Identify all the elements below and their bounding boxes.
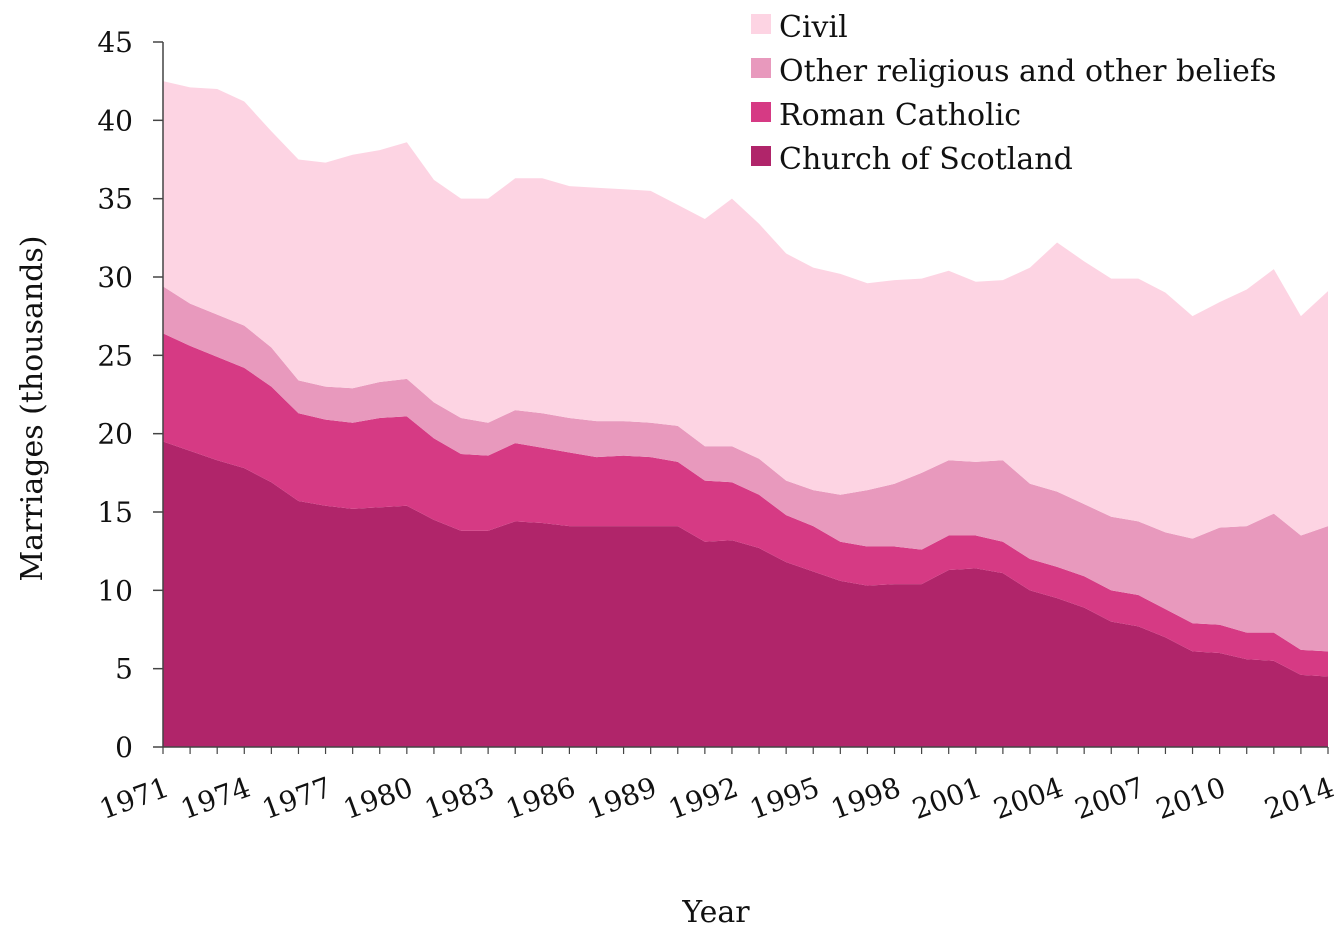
y-tick-label: 10: [97, 574, 133, 607]
x-tick-label: 1989: [583, 771, 661, 826]
y-ticks: 0 5 10 15 20 25 30 35 40 45: [97, 26, 163, 764]
legend-label-other-religious-and-other-beliefs: Other religious and other beliefs: [779, 54, 1276, 89]
x-tick-label: 1980: [339, 771, 417, 826]
y-tick-label: 5: [115, 653, 133, 686]
x-tick-label: 1998: [827, 771, 905, 826]
x-tick-label: 1992: [664, 771, 742, 826]
legend-swatch-other-religious-and-other-beliefs: [751, 58, 771, 78]
x-tick-label: 1971: [95, 771, 173, 826]
y-tick-label: 0: [115, 731, 133, 764]
x-tick-label: 1974: [176, 771, 254, 826]
y-tick-label: 15: [97, 496, 133, 529]
y-tick-label: 45: [97, 26, 133, 59]
x-tick-label: 2001: [908, 771, 986, 826]
x-ticks: 1971 1974 1977 1980 1983 1986 1989 1992 1995 1998…: [95, 747, 1336, 826]
axes: [162, 42, 1328, 748]
legend-label-roman-catholic: Roman Catholic: [779, 98, 1021, 133]
area-church-of-scotland: [163, 441, 1328, 747]
area-other-religious-and-other-beliefs: [163, 286, 1328, 652]
x-tick-label: 2004: [989, 771, 1067, 826]
legend-swatch-roman-catholic: [751, 102, 771, 122]
y-axis-title: Marriages (thousands): [15, 235, 50, 581]
x-tick-label: 1995: [745, 771, 823, 826]
area-roman-catholic: [163, 333, 1328, 677]
legend: Civil Other religious and other beliefs Ro…: [751, 10, 1276, 177]
y-tick-label: 35: [97, 183, 133, 216]
legend-swatch-church-of-scotland: [751, 146, 771, 166]
y-tick-label: 30: [97, 261, 133, 294]
y-tick-label: 40: [97, 104, 133, 137]
x-tick-label: 1983: [420, 771, 498, 826]
x-tick-label: 2007: [1070, 771, 1148, 826]
legend-label-church-of-scotland: Church of Scotland: [779, 142, 1073, 177]
area-series-group: [163, 81, 1328, 747]
x-tick-label: 1977: [258, 771, 336, 826]
x-tick-label: 2010: [1152, 771, 1230, 826]
x-tick-label: 1986: [502, 771, 580, 826]
area-civil: [163, 81, 1328, 539]
y-tick-label: 20: [97, 418, 133, 451]
legend-swatch-civil: [751, 14, 771, 34]
legend-label-civil: Civil: [779, 10, 848, 45]
y-tick-label: 25: [97, 339, 133, 372]
x-axis-title: Year: [681, 895, 750, 928]
x-tick-label: 2014: [1260, 771, 1336, 826]
